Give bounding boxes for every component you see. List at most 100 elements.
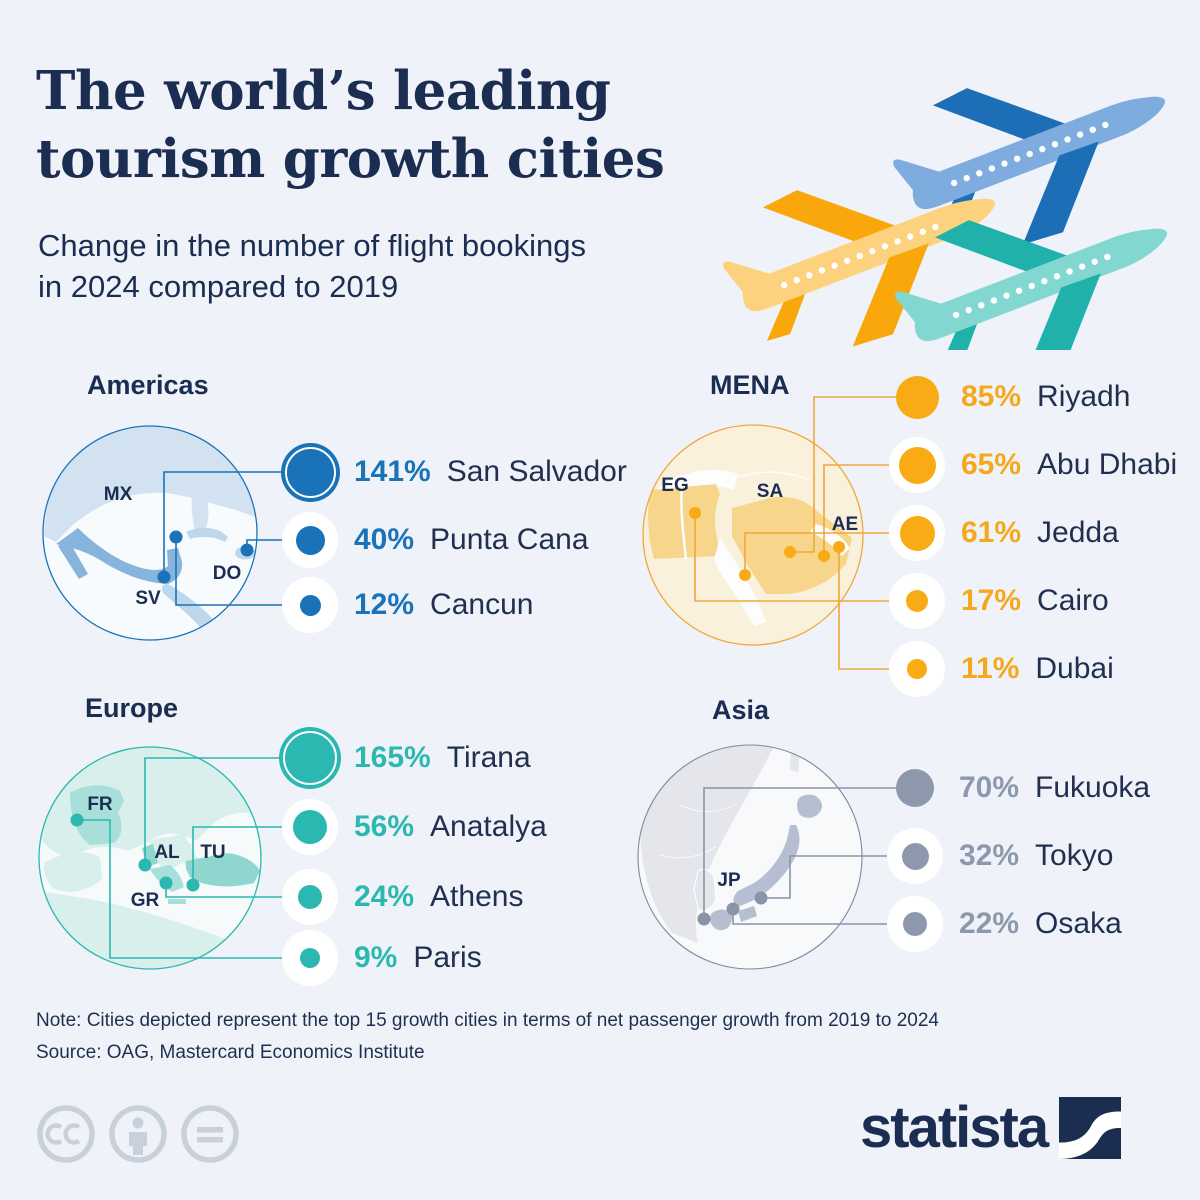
title-line-1: The world’s leading xyxy=(36,60,611,122)
bubble-ring xyxy=(887,896,943,952)
percent-value: 56% xyxy=(354,810,415,843)
city-name: Punta Cana xyxy=(430,523,589,556)
connector-fukuoka xyxy=(703,787,915,919)
connector-anatalya xyxy=(192,826,310,885)
river-nile xyxy=(680,483,688,560)
bubble-ring xyxy=(889,641,945,697)
land-shikoku xyxy=(738,906,757,922)
data-row: 70% Fukuoka xyxy=(887,760,1150,816)
connector-san-salvador xyxy=(163,471,310,577)
city-dot-anatalya xyxy=(186,878,200,892)
country-label-sa: SA xyxy=(757,481,784,502)
bubble-ring xyxy=(889,573,945,629)
source-text: Source: OAG, Mastercard Economics Instit… xyxy=(36,1042,425,1063)
percent-value: 17% xyxy=(961,584,1022,617)
country-label-fr: FR xyxy=(87,794,113,815)
bubble-ring xyxy=(282,577,338,633)
percent-value: 85% xyxy=(961,380,1022,413)
city-name: Athens xyxy=(430,880,524,913)
attribution-head xyxy=(132,1117,144,1129)
map-europe: FR AL TU GR xyxy=(38,746,310,970)
attribution-icon xyxy=(109,1105,167,1163)
cc-glyph-left xyxy=(45,1123,63,1145)
map-asia: JP xyxy=(637,744,915,970)
region-title-europe: Europe xyxy=(85,693,179,723)
country-borders xyxy=(659,802,739,859)
equal-bar-bottom xyxy=(197,1137,223,1143)
country-label-gr: GR xyxy=(131,890,160,911)
city-name: Anatalya xyxy=(430,810,547,843)
airplanes-illustration xyxy=(720,23,1190,350)
connector-abu-dhabi xyxy=(823,464,917,556)
land-hokkaido xyxy=(797,794,822,818)
region-europe: Europe xyxy=(30,685,620,1020)
map-circle xyxy=(642,424,864,646)
country-label-eg: EG xyxy=(661,475,688,496)
value-bubble xyxy=(906,590,928,612)
percent-value: 141% xyxy=(354,455,431,488)
city-dot-osaka xyxy=(726,902,740,916)
bubble-ring xyxy=(887,828,943,884)
data-row: 141% San Salvador xyxy=(280,442,627,502)
note-text: Note: Cities depicted represent the top … xyxy=(36,1010,940,1031)
data-row: 11% Dubai xyxy=(889,641,1114,697)
bubble-ring xyxy=(282,869,338,925)
bubble-ring xyxy=(282,512,338,568)
subtitle-line-2: in 2024 compared to 2019 xyxy=(38,268,399,304)
country-label-tu: TU xyxy=(200,842,225,863)
data-row: 61% Jedda xyxy=(889,505,1119,561)
region-title-asia: Asia xyxy=(712,695,770,725)
city-name: Jedda xyxy=(1037,516,1119,549)
city-dot-athens xyxy=(159,876,173,890)
statista-logo: statista xyxy=(860,1096,1122,1160)
data-row: 85% Riyadh xyxy=(889,369,1130,425)
percent-value: 11% xyxy=(961,652,1020,685)
value-bubble xyxy=(299,594,321,616)
bubble-ring xyxy=(279,727,341,789)
equal-bar-top xyxy=(197,1127,223,1133)
data-row: 56% Anatalya xyxy=(282,799,547,855)
land-turkey xyxy=(186,853,260,887)
percent-value: 9% xyxy=(354,941,398,974)
city-name: Paris xyxy=(413,941,482,974)
map-americas: MX SV DO xyxy=(42,425,310,690)
city-name: Cancun xyxy=(430,588,534,621)
city-dot-paris xyxy=(70,813,84,827)
city-dot-tokyo xyxy=(754,891,768,905)
percent-value: 12% xyxy=(354,588,415,621)
map-mena: EG SA AE xyxy=(642,396,917,670)
value-bubble xyxy=(279,727,341,789)
bubble-ring xyxy=(887,760,943,816)
city-dot-riyadh xyxy=(784,546,796,558)
percent-value: 22% xyxy=(959,907,1020,940)
value-bubble xyxy=(903,912,927,936)
connector-tirana xyxy=(144,757,310,865)
connector-cancun xyxy=(175,537,310,606)
cc-icon xyxy=(37,1105,95,1163)
bubble-ring xyxy=(282,930,338,986)
percent-value: 24% xyxy=(354,880,415,913)
value-bubble xyxy=(295,525,325,555)
country-label-jp: JP xyxy=(717,870,741,891)
percent-value: 165% xyxy=(354,741,431,774)
attribution-body xyxy=(129,1132,147,1155)
bubble-ring xyxy=(889,437,945,493)
page-title: The world’s leading tourism growth citie… xyxy=(36,58,665,194)
land-saudi-arabia xyxy=(732,496,852,594)
page-subtitle: Change in the number of flight bookings … xyxy=(38,226,586,308)
country-label-ae: AE xyxy=(832,514,858,535)
percent-value: 61% xyxy=(961,516,1022,549)
value-bubble xyxy=(280,442,340,502)
percent-value: 40% xyxy=(354,523,415,556)
percent-value: 32% xyxy=(959,839,1020,872)
value-bubble xyxy=(898,446,936,484)
city-dot-cairo xyxy=(689,507,701,519)
data-row: 9% Paris xyxy=(282,930,482,986)
land-honshu xyxy=(733,825,800,907)
region-title-americas: Americas xyxy=(87,370,209,400)
value-bubble xyxy=(298,885,322,909)
connector-paris xyxy=(77,819,310,959)
land-cuba xyxy=(186,527,228,542)
land-south-america xyxy=(180,642,252,690)
